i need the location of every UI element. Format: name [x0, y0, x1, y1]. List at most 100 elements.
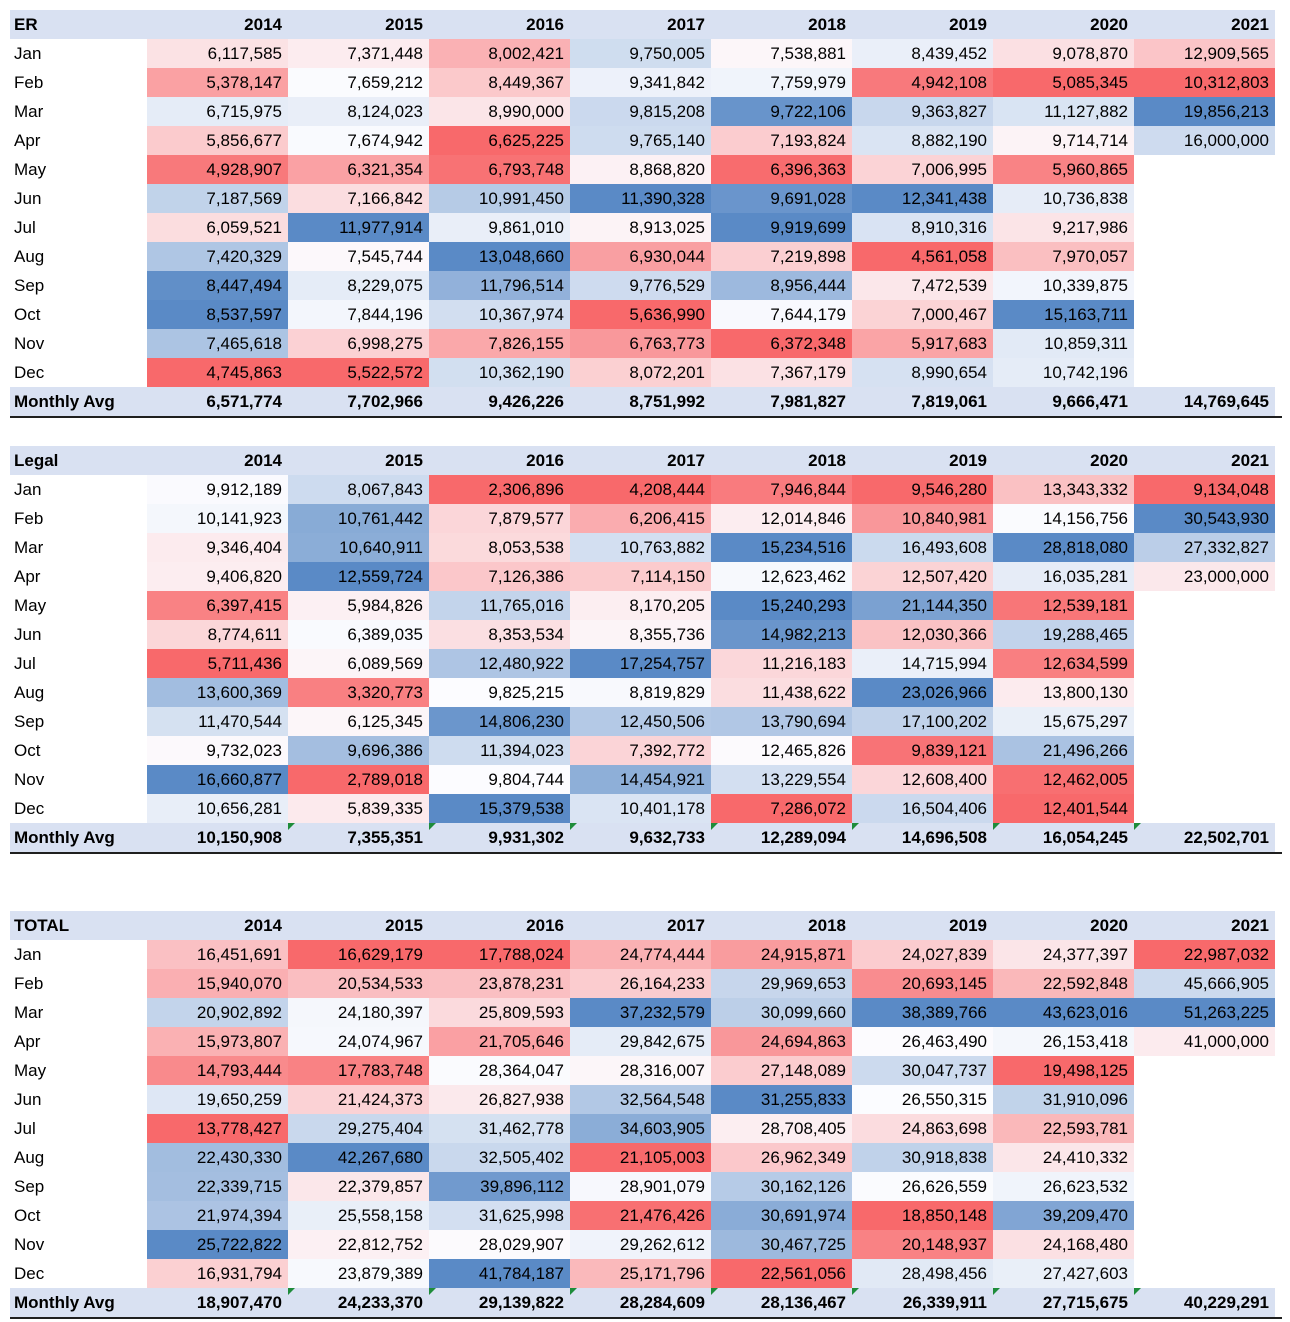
value-cell: 11,438,622: [711, 678, 852, 707]
value-cell: [1134, 707, 1275, 736]
avg-cell: 28,136,467: [711, 1288, 852, 1317]
value-cell: [1134, 1259, 1275, 1288]
value-cell: 13,343,332: [993, 475, 1134, 504]
value-cell: 17,254,757: [570, 649, 711, 678]
value-cell: 5,839,335: [288, 794, 429, 823]
value-cell: [1134, 1056, 1275, 1085]
value-cell: 7,970,057: [993, 242, 1134, 271]
value-cell: 6,930,044: [570, 242, 711, 271]
value-cell: 27,332,827: [1134, 533, 1275, 562]
table-er: ER 2014 2015 2016 2017 2018 2019 2020 2021 Jan 6,1…: [10, 10, 1282, 418]
value-cell: [1134, 213, 1275, 242]
value-cell: 7,193,824: [711, 126, 852, 155]
value-cell: 8,774,611: [147, 620, 288, 649]
value-cell: 6,998,275: [288, 329, 429, 358]
table-title: Legal: [10, 446, 147, 475]
month-label: Oct: [14, 741, 41, 760]
value-cell: 21,424,373: [288, 1085, 429, 1114]
avg-cell: 7,981,827: [711, 387, 852, 416]
value-cell: 39,209,470: [993, 1201, 1134, 1230]
value-cell: 7,126,386: [429, 562, 570, 591]
value-cell: 9,714,714: [993, 126, 1134, 155]
value-cell: 10,840,981: [852, 504, 993, 533]
value-cell: 6,389,035: [288, 620, 429, 649]
value-cell: 24,694,863: [711, 1027, 852, 1056]
avg-cell: 9,426,226: [429, 387, 570, 416]
value-cell: 17,100,202: [852, 707, 993, 736]
table-total: TOTAL 2014 2015 2016 2017 2018 2019 2020 2021 Jan…: [10, 911, 1282, 1319]
value-cell: 8,913,025: [570, 213, 711, 242]
avg-cell: 27,715,675: [993, 1288, 1134, 1317]
value-cell: 21,476,426: [570, 1201, 711, 1230]
value-cell: 8,449,367: [429, 68, 570, 97]
value-cell: 28,498,456: [852, 1259, 993, 1288]
value-cell: 9,696,386: [288, 736, 429, 765]
value-cell: 26,153,418: [993, 1027, 1134, 1056]
value-cell: 41,784,187: [429, 1259, 570, 1288]
year-header: 2019: [852, 446, 993, 475]
value-cell: 8,956,444: [711, 271, 852, 300]
avg-cell: 28,284,609: [570, 1288, 711, 1317]
value-cell: 8,072,201: [570, 358, 711, 387]
avg-cell: 16,054,245: [993, 823, 1134, 852]
avg-cell: 7,819,061: [852, 387, 993, 416]
table-row: Dec 10,656,281 5,839,335 15,379,538 10,401,1…: [10, 794, 1282, 823]
value-cell: 22,592,848: [993, 969, 1134, 998]
value-cell: 17,788,024: [429, 940, 570, 969]
value-cell: 10,763,882: [570, 533, 711, 562]
value-cell: 24,180,397: [288, 998, 429, 1027]
value-cell: 10,312,803: [1134, 68, 1275, 97]
table-row: Mar 6,715,975 8,124,023 8,990,000 9,815,208 9…: [10, 97, 1282, 126]
value-cell: 9,732,023: [147, 736, 288, 765]
value-cell: 12,341,438: [852, 184, 993, 213]
value-cell: 31,462,778: [429, 1114, 570, 1143]
value-cell: 20,902,892: [147, 998, 288, 1027]
value-cell: 30,918,838: [852, 1143, 993, 1172]
value-cell: [1134, 1143, 1275, 1172]
value-cell: 24,027,839: [852, 940, 993, 969]
value-cell: 25,558,158: [288, 1201, 429, 1230]
value-cell: 16,660,877: [147, 765, 288, 794]
value-cell: 6,125,345: [288, 707, 429, 736]
value-cell: 22,812,752: [288, 1230, 429, 1259]
avg-cell: 9,632,733: [570, 823, 711, 852]
value-cell: 7,114,150: [570, 562, 711, 591]
month-label: Nov: [14, 334, 45, 353]
value-cell: 12,030,366: [852, 620, 993, 649]
value-cell: 15,163,711: [993, 300, 1134, 329]
month-label: Nov: [14, 770, 45, 789]
value-cell: 24,915,871: [711, 940, 852, 969]
year-header: 2021: [1134, 911, 1275, 940]
value-cell: 6,397,415: [147, 591, 288, 620]
month-label: Jul: [14, 218, 36, 237]
value-cell: 12,559,724: [288, 562, 429, 591]
value-cell: 38,389,766: [852, 998, 993, 1027]
value-cell: 7,659,212: [288, 68, 429, 97]
value-cell: 21,144,350: [852, 591, 993, 620]
value-cell: 14,156,756: [993, 504, 1134, 533]
value-cell: 21,974,394: [147, 1201, 288, 1230]
value-cell: 8,537,597: [147, 300, 288, 329]
month-label: Mar: [14, 102, 44, 121]
avg-cell: 7,702,966: [288, 387, 429, 416]
value-cell: [1134, 1085, 1275, 1114]
value-cell: 10,362,190: [429, 358, 570, 387]
month-label: May: [14, 160, 47, 179]
error-indicator-icon: [711, 1288, 718, 1295]
value-cell: 9,406,820: [147, 562, 288, 591]
year-header: 2016: [429, 446, 570, 475]
table-row: Feb 10,141,923 10,761,442 7,879,577 6,206,41…: [10, 504, 1282, 533]
value-cell: 12,462,005: [993, 765, 1134, 794]
month-label: Feb: [14, 73, 44, 92]
value-cell: 28,901,079: [570, 1172, 711, 1201]
table-row: Sep 8,447,494 8,229,075 11,796,514 9,776,529…: [10, 271, 1282, 300]
value-cell: [1134, 358, 1275, 387]
value-cell: 23,878,231: [429, 969, 570, 998]
value-cell: 7,286,072: [711, 794, 852, 823]
value-cell: 8,170,205: [570, 591, 711, 620]
table-row: Oct 9,732,023 9,696,386 11,394,023 7,392,772…: [10, 736, 1282, 765]
month-label: Mar: [14, 538, 44, 557]
value-cell: 15,973,807: [147, 1027, 288, 1056]
value-cell: 24,863,698: [852, 1114, 993, 1143]
value-cell: 9,722,106: [711, 97, 852, 126]
